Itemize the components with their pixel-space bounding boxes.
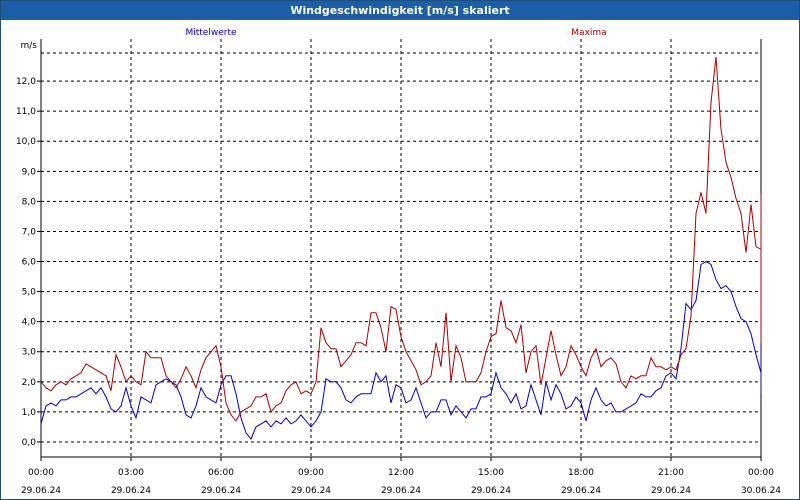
y-tick-label: 11,0 (16, 107, 36, 117)
window-title: Windgeschwindigkeit [m/s] skaliert (1, 1, 799, 20)
x-tick-time: 09:00 (298, 468, 324, 478)
legend-mittelwerte: Mittelwerte (185, 28, 236, 38)
y-tick-label: 1,0 (22, 408, 37, 418)
x-tick-time: 18:00 (568, 468, 594, 478)
series-line-mittelwerte (40, 260, 762, 440)
x-tick-time: 00:00 (28, 468, 54, 478)
series-line-maxima (40, 56, 762, 422)
y-tick-label: 7,0 (22, 227, 37, 237)
x-tick-date: 29.06.24 (111, 486, 151, 496)
grid (41, 39, 761, 457)
x-tick-time: 15:00 (478, 468, 504, 478)
y-tick-label: 4,0 (22, 318, 37, 328)
x-tick-time: 12:00 (388, 468, 414, 478)
x-tick-date: 29.06.24 (291, 486, 331, 496)
x-tick-date: 29.06.24 (561, 486, 601, 496)
axis-labels: 0,0 1,0 2,0 3,0 4,0 5,0 6,0 7,0 8,0 9,0 10,0 11,0 12… (16, 41, 781, 496)
x-tick-date: 29.06.24 (21, 486, 61, 496)
x-tick-date: 29.06.24 (381, 486, 421, 496)
y-tick-label: 8,0 (22, 197, 37, 207)
y-tick-label: 2,0 (22, 378, 37, 388)
y-axis-label: m/s (21, 41, 38, 51)
x-tick-time: 03:00 (118, 468, 144, 478)
axes (37, 39, 762, 461)
y-tick-label: 10,0 (16, 137, 36, 147)
y-tick-label: 0,0 (22, 438, 37, 448)
y-tick-label: 5,0 (22, 288, 37, 298)
y-tick-label: 9,0 (22, 167, 37, 177)
series-lines (40, 56, 762, 440)
legend: Mittelwerte Maxima (185, 28, 606, 38)
x-tick-time: 00:00 (748, 468, 774, 478)
y-tick-label: 12,0 (16, 77, 36, 87)
y-tick-label: 6,0 (22, 258, 37, 268)
legend-maxima: Maxima (571, 28, 606, 38)
x-tick-date: 29.06.24 (471, 486, 511, 496)
x-tick-date: 29.06.24 (201, 486, 241, 496)
x-tick-date: 30.06.24 (741, 486, 781, 496)
chart-canvas: 0,0 1,0 2,0 3,0 4,0 5,0 6,0 7,0 8,0 9,0 10,0 11,0 12… (16, 28, 781, 496)
y-tick-label: 3,0 (22, 348, 37, 358)
x-tick-time: 21:00 (658, 468, 684, 478)
x-tick-date: 29.06.24 (651, 486, 691, 496)
x-tick-time: 06:00 (208, 468, 234, 478)
